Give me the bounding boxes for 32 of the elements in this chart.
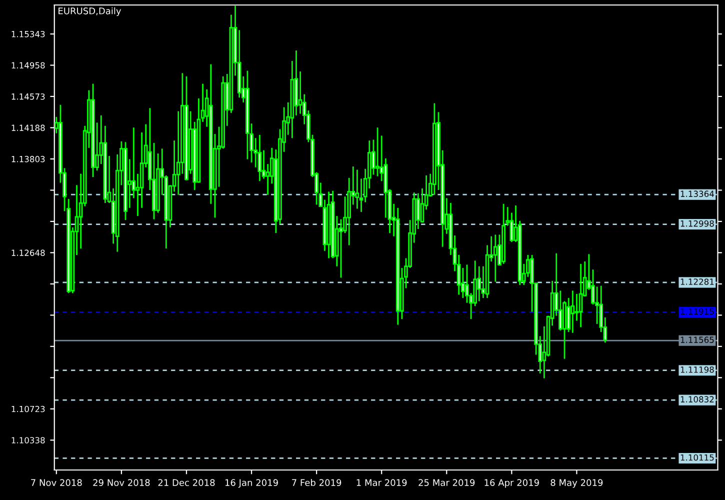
candlestick <box>258 134 262 182</box>
y-tick-label: 1.13803 <box>12 156 45 162</box>
ref-line-label: 1.13364 <box>680 190 714 197</box>
x-tick-label: 8 May 2019 <box>550 479 603 488</box>
ref-line-label: 1.12998 <box>680 220 714 227</box>
y-tick-label: 1.10723 <box>12 406 45 412</box>
chart-title: EURUSD,Daily <box>58 7 122 16</box>
y-tick-label: 1.14573 <box>12 93 45 100</box>
y-tick-label: 1.14958 <box>12 62 45 68</box>
x-tick-label: 16 Apr 2019 <box>484 479 539 488</box>
x-tick-label: 29 Nov 2018 <box>93 479 150 486</box>
x-tick-label: 25 Mar 2019 <box>418 479 475 486</box>
x-tick-label: 21 Dec 2018 <box>158 479 215 486</box>
ref-line-label: 1.12281 <box>680 278 714 285</box>
y-tick-label: 1.10338 <box>12 437 45 444</box>
x-tick-label: 7 Feb 2019 <box>292 479 342 486</box>
y-tick-label: 1.15343 <box>12 30 45 38</box>
ref-line-label: 1.10832 <box>680 396 714 402</box>
ref-line-label: 1.11198 <box>680 366 714 373</box>
candlestick <box>355 169 360 210</box>
y-tick-label: 1.12648 <box>12 250 45 256</box>
x-tick-label: 7 Nov 2018 <box>31 479 82 486</box>
x-tick-label: 16 Jan 2019 <box>225 479 278 488</box>
ref-line-label: 1.10115 <box>680 454 714 461</box>
candlestick <box>578 263 583 328</box>
candlestick <box>493 234 498 282</box>
candlestick <box>376 126 380 177</box>
ref-line-label: 1.11565 <box>680 336 714 343</box>
candlestick <box>570 290 575 334</box>
ref-line-label: 1.11915 <box>680 308 714 315</box>
x-tick-label: 1 Mar 2019 <box>356 479 407 486</box>
y-tick-label: 1.14188 <box>12 124 45 131</box>
